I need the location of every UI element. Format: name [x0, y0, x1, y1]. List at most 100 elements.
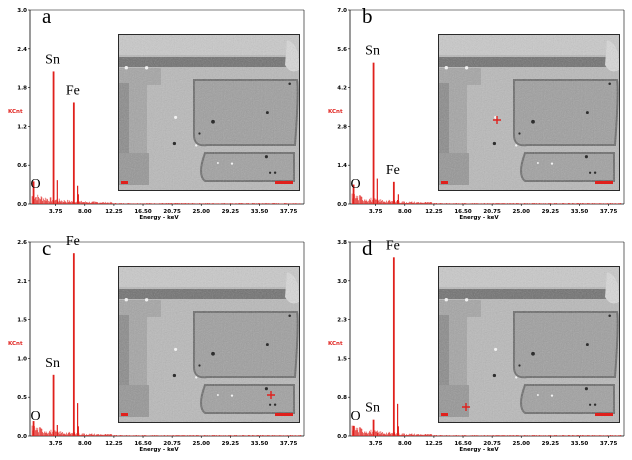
x-tick-label: 37.75	[600, 441, 618, 447]
sem-particle	[195, 144, 198, 147]
peak-sn	[52, 71, 55, 204]
peak-label-sn: Sn	[45, 356, 60, 371]
sem-particle	[268, 171, 272, 174]
x-tick-label: 16.50	[134, 441, 152, 447]
y-tick-label: 2.8	[337, 124, 347, 130]
sem-particle	[536, 162, 539, 164]
sem-particle	[608, 82, 611, 85]
x-tick-label: 20.75	[163, 209, 181, 215]
x-axis-title: Energy - keV	[139, 215, 179, 221]
x-tick-label: 37.75	[280, 441, 298, 447]
x-tick-label: 12.25	[425, 209, 443, 215]
sem-particle	[464, 298, 469, 302]
sem-particle	[608, 314, 611, 317]
sem-particle	[494, 347, 498, 351]
eds-panel-d: 0.0 0.8 1.5 2.3 3.0 3.8 KCnt 3.75 8.00 12.25 16.50…	[326, 236, 630, 454]
y-tick-label: 2.3	[337, 318, 347, 324]
spectrum-c: 0.0 0.5 1.0 1.5 2.1 2.6 KCnt 3.75 8.00 12.25 16.50…	[8, 234, 305, 453]
sem-particle	[174, 115, 178, 119]
sem-particle	[585, 343, 589, 347]
x-tick-label: 3.75	[49, 209, 63, 215]
eds-panel-c: 0.0 0.5 1.0 1.5 2.1 2.6 KCnt 3.75 8.00 12.25 16.50…	[6, 234, 310, 454]
x-tick-label: 12.25	[425, 441, 443, 447]
x-tick-label: 20.75	[483, 209, 501, 215]
spectrum-d: 0.0 0.8 1.5 2.3 3.0 3.8 KCnt 3.75 8.00 12.25 16.50…	[328, 238, 625, 453]
sem-particle	[265, 111, 269, 115]
peak-label-fe: Fe	[66, 83, 80, 98]
sem-particle	[550, 162, 554, 165]
sem-particle	[172, 373, 177, 378]
sem-grain-texture	[119, 35, 299, 190]
y-tick-label: 1.8	[17, 86, 27, 92]
y-axis-title: KCnt	[8, 109, 23, 115]
sem-particle	[288, 314, 291, 317]
peak-o	[32, 181, 35, 204]
peak-label-sn: Sn	[45, 52, 60, 67]
x-tick-label: 33.50	[571, 441, 589, 447]
peak-label-o: O	[350, 177, 360, 192]
x-tick-label: 29.25	[542, 441, 560, 447]
peak-satellite	[56, 180, 58, 204]
background-noise	[351, 425, 622, 436]
peak-label-fe: Fe	[386, 238, 400, 253]
y-tick-label: 1.4	[337, 163, 347, 169]
sem-detector-label	[121, 413, 128, 416]
sem-detector-label	[121, 181, 128, 184]
spectrum-a: 0.0 0.6 1.2 1.8 2.4 3.0 KCnt 3.75 8.00 12.25 16.50…	[8, 8, 305, 221]
y-axis-title: KCnt	[328, 109, 343, 115]
sem-particle	[584, 155, 588, 159]
sem-particle	[216, 394, 219, 396]
sem-particle	[198, 132, 201, 135]
y-axis-title: KCnt	[8, 341, 23, 347]
x-tick-label: 8.00	[78, 441, 92, 447]
sem-detector-label	[441, 413, 448, 416]
x-tick-label: 3.75	[369, 441, 383, 447]
peak-satellite	[397, 403, 399, 436]
x-axis-title: Energy - keV	[459, 215, 499, 221]
sem-particle	[273, 171, 277, 174]
x-tick-label: 8.00	[398, 441, 412, 447]
x-tick-label: 8.00	[398, 209, 412, 215]
sem-particle	[230, 394, 234, 397]
sem-particle	[492, 141, 497, 146]
sem-particle	[531, 119, 535, 124]
sem-particle	[264, 387, 268, 391]
peak-satellite	[376, 433, 378, 436]
sem-particle	[288, 82, 291, 85]
y-tick-label: 1.5	[17, 318, 27, 324]
peak-fe	[72, 102, 75, 204]
peak-o	[352, 184, 355, 204]
x-tick-label: 29.25	[222, 209, 240, 215]
peak-label-fe: Fe	[66, 234, 80, 249]
y-tick-label: 4.2	[337, 86, 347, 92]
y-tick-label: 0.0	[337, 434, 347, 440]
sem-particle	[273, 403, 277, 406]
y-tick-label: 1.2	[17, 124, 27, 130]
y-tick-label: 0.8	[337, 395, 347, 401]
peak-label-sn: Sn	[365, 401, 380, 416]
panel-label: c	[42, 236, 52, 260]
sem-particle	[265, 343, 269, 347]
background-noise	[31, 194, 302, 204]
background-noise	[351, 193, 622, 204]
sem-particle	[531, 351, 535, 356]
spectrum-b: 0.0 1.4 2.8 4.2 5.6 7.0 KCnt 3.75 8.00 12.25 16.50…	[328, 8, 625, 221]
x-tick-label: 3.75	[369, 209, 383, 215]
y-tick-label: 7.0	[337, 8, 347, 14]
peak-satellite	[397, 200, 399, 204]
sem-particle	[444, 298, 448, 302]
sem-particle	[172, 141, 177, 146]
x-tick-label: 25.00	[513, 441, 531, 447]
background-noise	[31, 425, 302, 436]
x-tick-label: 25.00	[193, 441, 211, 447]
y-axis-title: KCnt	[328, 341, 343, 347]
sem-particle	[593, 171, 597, 174]
peak-label-fe: Fe	[386, 163, 400, 178]
analysis-point-marker	[462, 403, 470, 411]
x-tick-label: 16.50	[454, 441, 472, 447]
x-tick-label: 33.50	[571, 209, 589, 215]
sem-particle	[230, 162, 234, 165]
sem-scale-bar	[595, 413, 613, 416]
peak-satellite	[77, 194, 79, 204]
sem-particle	[216, 162, 219, 164]
